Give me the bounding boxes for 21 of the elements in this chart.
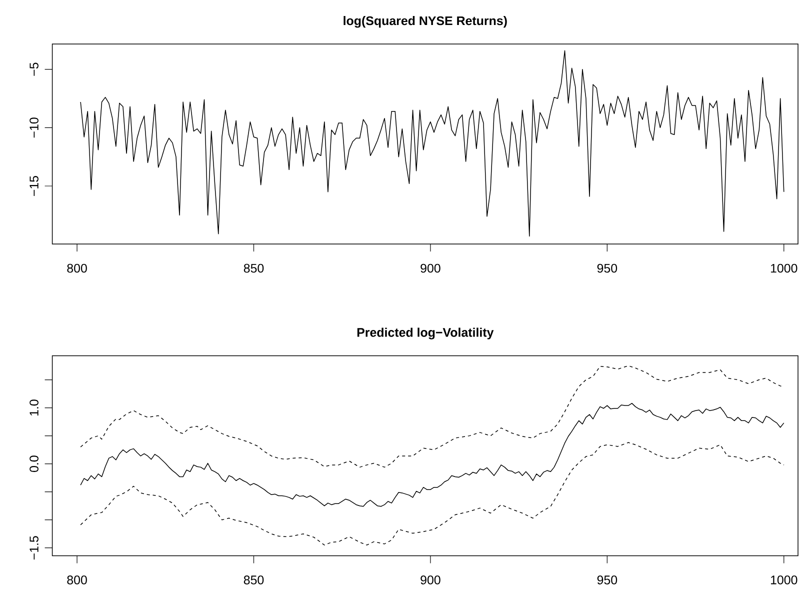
y-tick-label: −1.5 bbox=[30, 536, 38, 560]
line-series bbox=[80, 442, 784, 546]
x-tick-label: 800 bbox=[67, 576, 87, 584]
y-tick-label: −10 bbox=[30, 118, 38, 138]
x-tick-label: 950 bbox=[597, 576, 618, 584]
chart-title: log(Squared NYSE Returns) bbox=[344, 16, 507, 28]
x-tick-label: 900 bbox=[420, 576, 440, 584]
line-series bbox=[80, 50, 784, 237]
line-series bbox=[80, 365, 784, 468]
x-tick-label: 1000 bbox=[770, 576, 798, 584]
y-tick-label: −15 bbox=[30, 176, 38, 196]
x-tick-label: 950 bbox=[597, 264, 618, 273]
x-tick-label: 850 bbox=[244, 264, 264, 273]
x-tick-label: 1000 bbox=[770, 264, 798, 273]
x-tick-label: 900 bbox=[420, 264, 440, 273]
x-tick-label: 850 bbox=[244, 576, 264, 584]
y-tick-label: 0.0 bbox=[30, 456, 38, 472]
x-tick-label: 800 bbox=[67, 264, 87, 273]
chart-title: Predicted log−Volatility bbox=[357, 328, 494, 340]
y-tick-label: 1.0 bbox=[30, 400, 38, 416]
y-tick-label: −5 bbox=[30, 62, 38, 76]
